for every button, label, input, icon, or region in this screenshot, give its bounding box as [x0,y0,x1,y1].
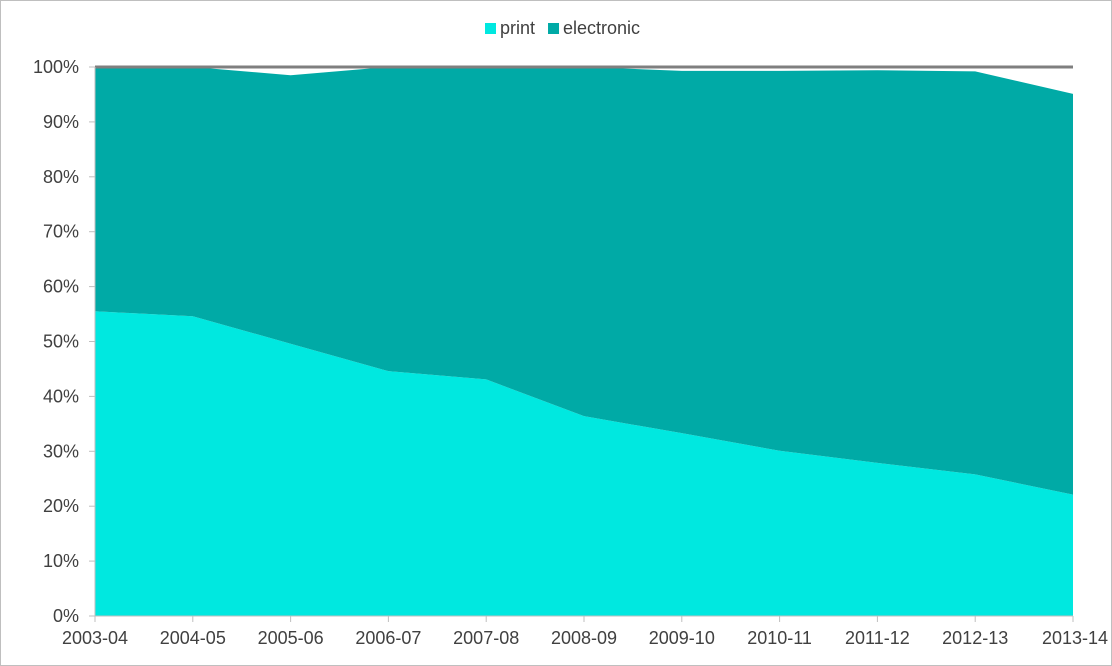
x-tick-label: 2011-12 [845,628,910,648]
legend: print electronic [485,18,640,38]
x-tick-label: 2004-05 [160,628,226,648]
y-tick-label: 20% [43,496,79,516]
x-tick-label: 2007-08 [453,628,519,648]
y-tick-label: 80% [43,167,79,187]
x-tick-label: 2013-14 [1042,628,1108,648]
y-tick-label: 50% [43,332,79,352]
legend-swatch-print [485,23,496,34]
legend-swatch-electronic [548,23,560,34]
x-tick-label: 2006-07 [355,628,421,648]
y-tick-label: 30% [43,441,79,461]
axes [89,66,1074,622]
x-tick-label: 2012-13 [942,628,1008,648]
x-tick-labels: 2003-04 2004-05 2005-06 2006-07 2007-08 2008-… [62,628,1108,648]
y-tick-label: 90% [43,112,79,132]
legend-label-print: print [500,18,535,38]
y-tick-labels: 0% 10% 20% 30% 40% 50% 60% 70% 80% 90% 100% [33,57,79,626]
y-tick-label: 60% [43,277,79,297]
legend-label-electronic: electronic [563,18,640,38]
y-tick-label: 70% [43,222,79,242]
x-tick-label: 2003-04 [62,628,128,648]
x-tick-label: 2008-09 [551,628,617,648]
area-electronic [95,67,1073,495]
area-print [95,311,1073,616]
y-tick-label: 40% [43,386,79,406]
y-tick-label: 100% [33,57,79,77]
x-tick-label: 2005-06 [258,628,324,648]
x-tick-label: 2009-10 [649,628,715,648]
y-tick-label: 10% [43,551,79,571]
plot-areas [95,65,1073,616]
x-tick-label: 2010-11 [747,628,812,648]
y-tick-label: 0% [53,606,79,626]
